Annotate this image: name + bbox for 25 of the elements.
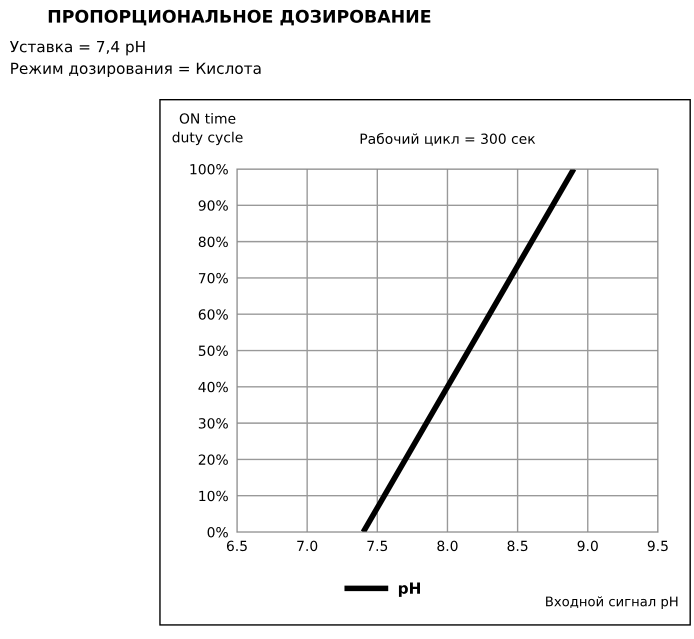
x-tick-label: 8.0	[437, 540, 458, 552]
y-tick-label: 50%	[198, 345, 228, 356]
y-tick-label: 90%	[198, 200, 228, 211]
x-tick-label: 7.5	[367, 540, 388, 552]
text: Рабочий цикл = 300 сек	[360, 133, 536, 146]
y-tick-label: 40%	[198, 382, 228, 392]
x-tick-label: 9.5	[648, 540, 668, 552]
x-tick-label: 8.5	[508, 540, 528, 552]
x-axis-title: Входной сигнал pH	[546, 596, 678, 609]
y-tick-label: 60%	[198, 309, 228, 320]
y-tick-label: 10%	[199, 490, 228, 502]
text: Режим дозирования = Кислота	[11, 62, 261, 78]
y-tick-label: 20%	[198, 454, 228, 465]
chart-title: ПРОПОРЦИОНАЛЬНОЕ ДОЗИРОВАНИЕ	[48, 10, 430, 26]
y-axis-title: ON time duty cycle	[172, 113, 243, 146]
x-tick-label: 6.5	[226, 540, 247, 552]
legend-label: pH	[398, 582, 420, 597]
x-tick-label: 9.0	[578, 540, 598, 552]
text: Уставка = 7,4 pH	[10, 41, 145, 56]
y-tick-label: 0%	[208, 527, 228, 538]
y-tick-label: 70%	[198, 272, 228, 284]
y-tick-label: 100%	[190, 164, 228, 174]
x-tick-label: 7.0	[297, 540, 318, 552]
y-tick-label: 80%	[198, 236, 228, 248]
y-tick-label: 30%	[198, 418, 228, 429]
